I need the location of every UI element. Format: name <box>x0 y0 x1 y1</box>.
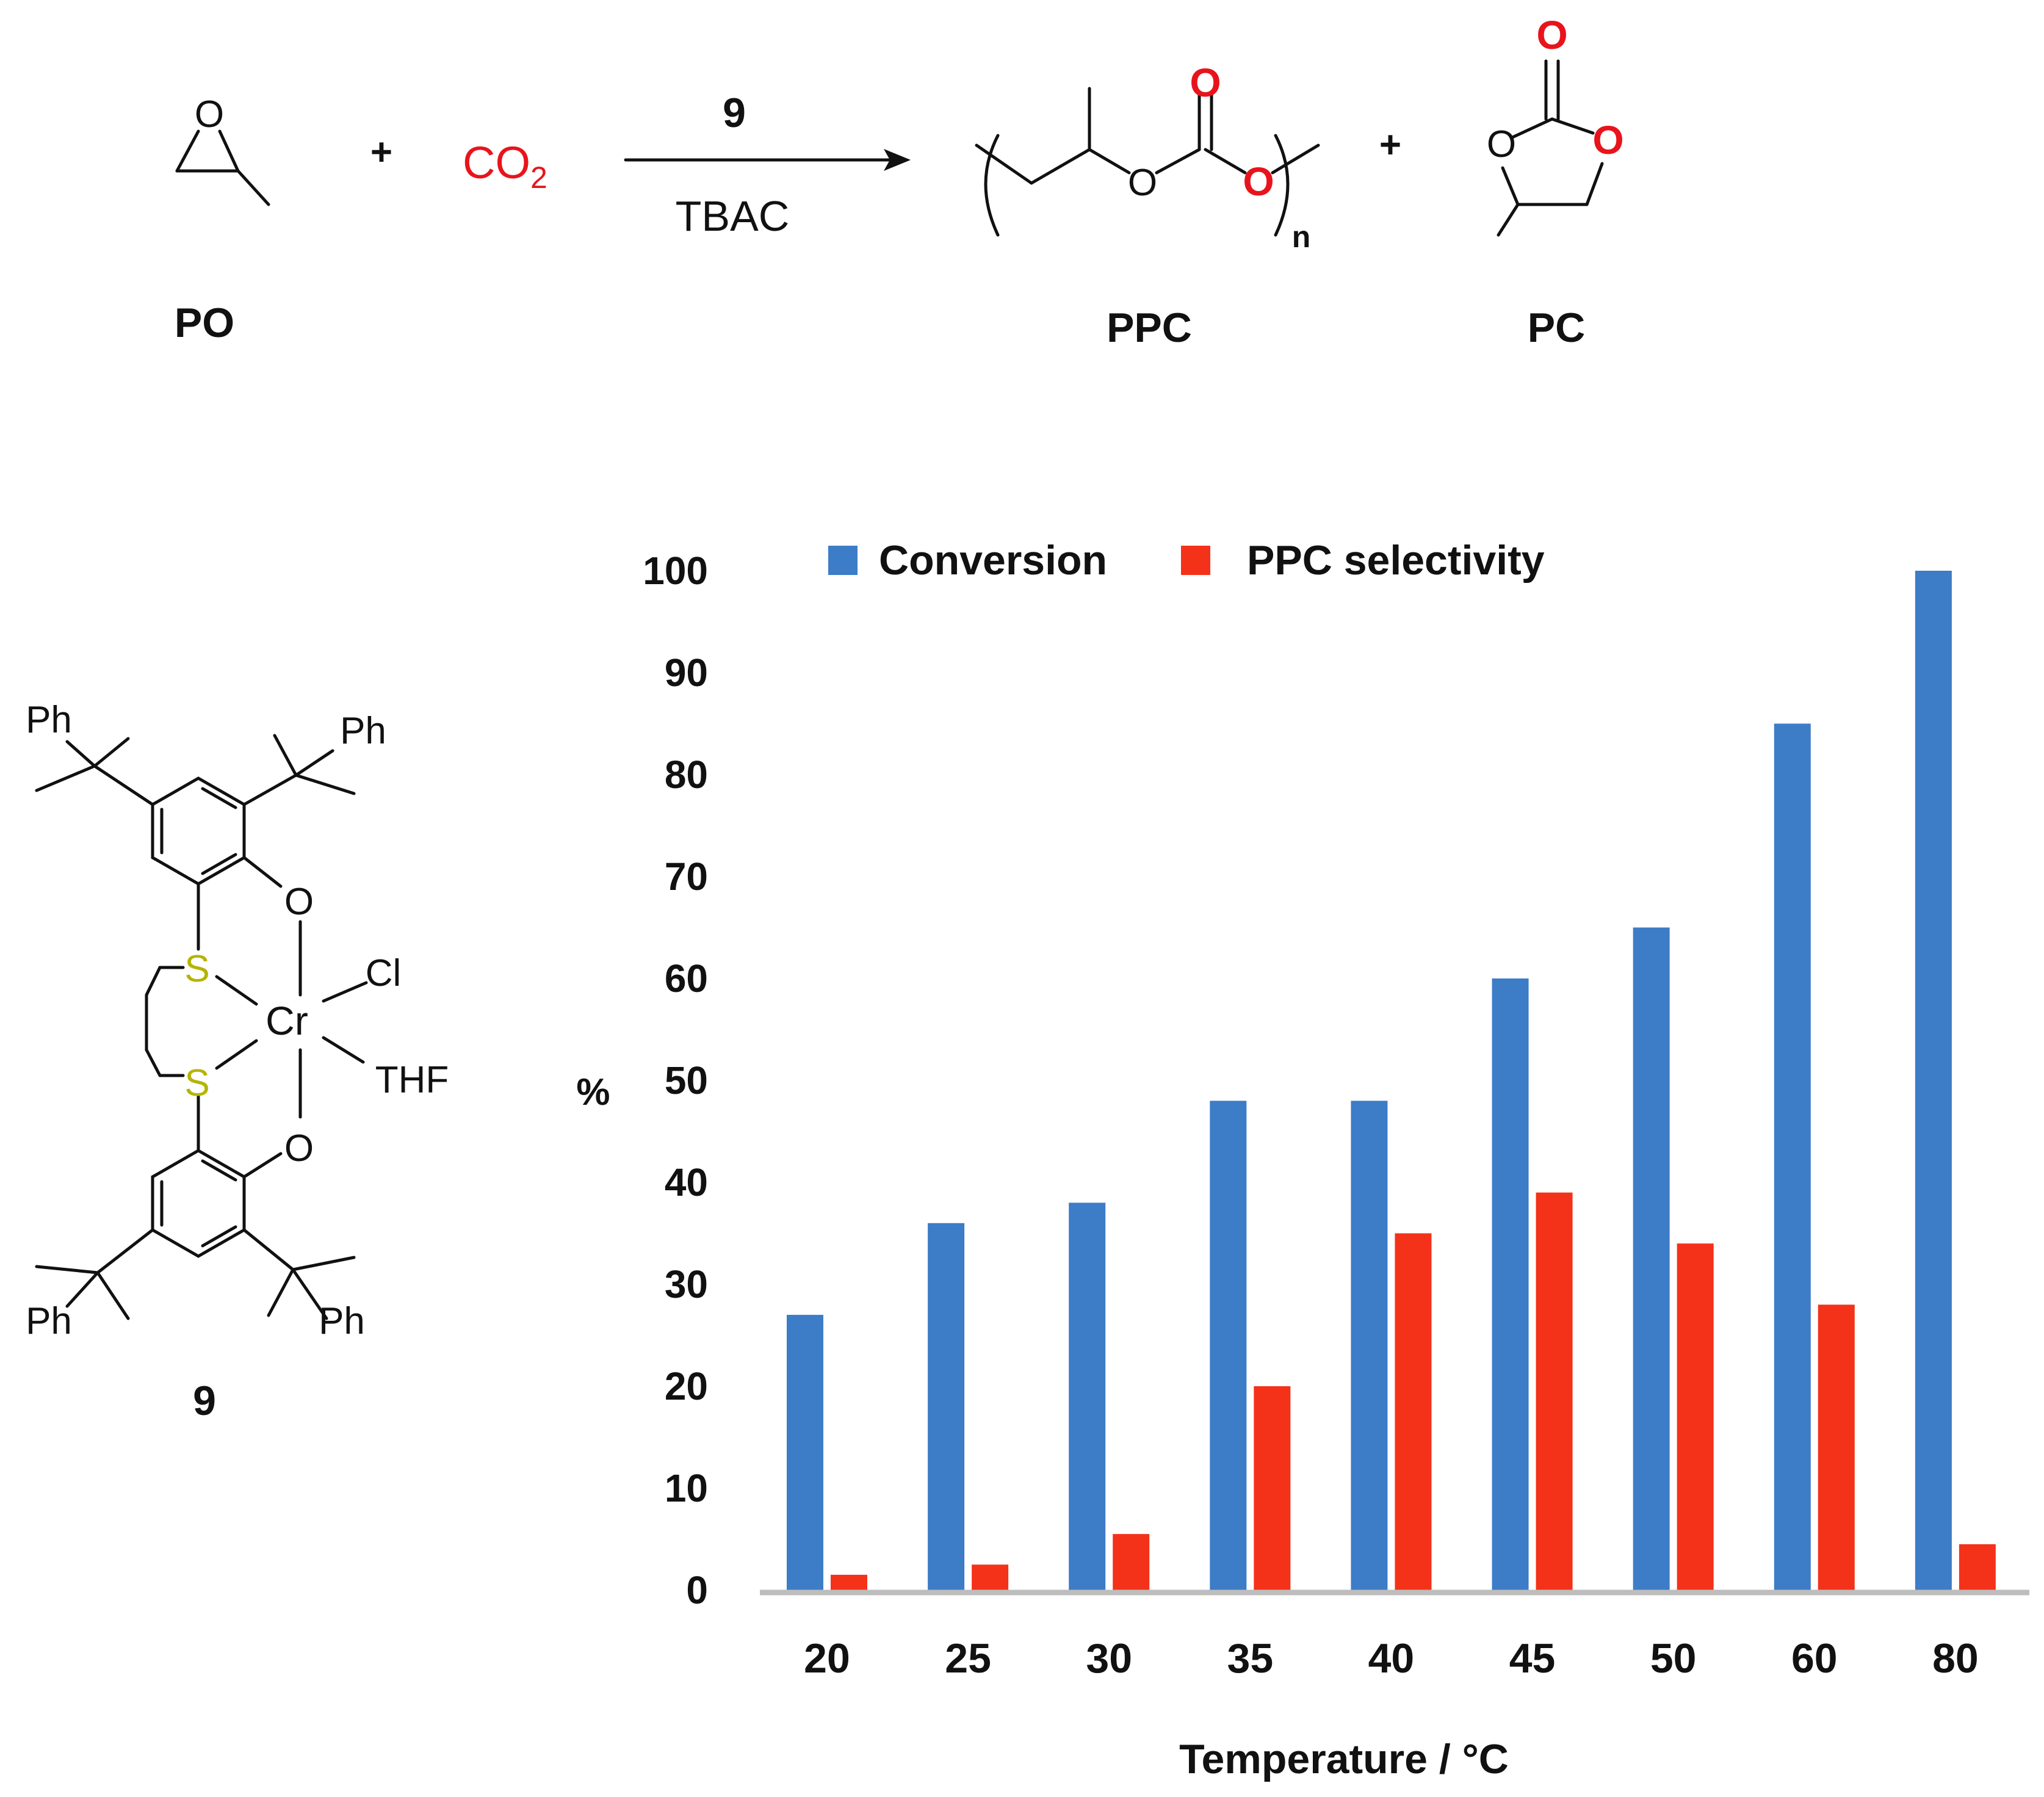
ph-label-top-right: Ph <box>340 710 386 752</box>
pc-label: PC <box>1528 305 1585 351</box>
bar-conversion-60 <box>1774 723 1811 1590</box>
y-tick-label: 30 <box>665 1262 708 1306</box>
bar-ppc-selectivity-60 <box>1818 1304 1855 1590</box>
propylene-oxide-structure <box>175 129 270 206</box>
arrow-catalyst-label: 9 <box>723 90 746 136</box>
reaction-scheme-labels: O PO + CO2 9 TBAC O O O n PPC + O O O PC <box>175 12 1624 351</box>
ppc-carbonyl-oxygen: O <box>1190 60 1221 105</box>
bar-ppc-selectivity-80 <box>1959 1544 1996 1590</box>
catalyst-labels: Ph Ph O S Cl Cr S THF O Ph Ph 9 <box>26 699 449 1424</box>
sulfur-bottom: S <box>184 1062 209 1104</box>
sulfur-top: S <box>184 948 209 990</box>
co2-text: CO <box>463 137 530 188</box>
ppc-carbonate-oxygen: O <box>1243 159 1274 204</box>
bar-conversion-80 <box>1915 571 1952 1590</box>
y-axis-label: % <box>576 1071 610 1113</box>
propylene-carbonate-structure <box>1497 59 1604 237</box>
bar-ppc-selectivity-25 <box>972 1564 1009 1590</box>
thf-ligand: THF <box>375 1059 449 1101</box>
y-tick-label: 60 <box>665 956 708 1000</box>
y-tick-label: 90 <box>665 651 708 695</box>
bar-ppc-selectivity-30 <box>1113 1534 1150 1590</box>
y-tick-label: 80 <box>665 753 708 797</box>
plus-sign-2: + <box>1379 124 1401 166</box>
co2-subscript: 2 <box>530 161 547 195</box>
legend-label-ppc-selectivity: PPC selectivity <box>1247 537 1545 584</box>
bar-conversion-35 <box>1210 1101 1247 1590</box>
legend-swatch-conversion <box>828 546 858 575</box>
x-tick-label: 20 <box>804 1635 850 1682</box>
y-tick-label: 50 <box>665 1058 708 1102</box>
bar-chart: 0 10 20 30 40 50 60 70 80 90 100 20 25 30 35 40 45 50 60 8… <box>576 537 2029 1782</box>
ppc-label: PPC <box>1107 305 1192 351</box>
y-axis-tick-labels: 0 10 20 30 40 50 60 70 80 90 100 <box>643 549 708 1612</box>
arrow-cocatalyst-label: TBAC <box>676 192 790 240</box>
bar-ppc-selectivity-35 <box>1254 1386 1291 1590</box>
y-tick-label: 0 <box>686 1568 708 1612</box>
legend: Conversion PPC selectivity <box>828 537 1545 584</box>
bar-ppc-selectivity-40 <box>1395 1233 1432 1590</box>
po-label: PO <box>175 300 234 346</box>
chloride-ligand: Cl <box>366 952 402 994</box>
y-tick-label: 40 <box>665 1160 708 1204</box>
ppc-repeat-subscript: n <box>1292 220 1311 254</box>
ppc-ester-oxygen: O <box>1128 162 1157 204</box>
bar-conversion-20 <box>787 1315 823 1590</box>
bar-ppc-selectivity-50 <box>1677 1243 1714 1590</box>
x-tick-label: 40 <box>1368 1635 1415 1682</box>
x-tick-label: 25 <box>945 1635 991 1682</box>
ph-label-bottom-right: Ph <box>319 1300 365 1342</box>
bar-conversion-40 <box>1351 1101 1388 1590</box>
x-tick-label: 35 <box>1227 1635 1274 1682</box>
pc-ring-oxygen-left: O <box>1487 123 1516 165</box>
x-axis-tick-labels: 20 25 30 35 40 45 50 60 80 <box>804 1635 1979 1682</box>
ph-label-top-left: Ph <box>26 699 72 741</box>
x-axis-label: Temperature / °C <box>1179 1736 1509 1782</box>
bar-conversion-25 <box>928 1223 965 1590</box>
bars <box>787 571 1996 1590</box>
chromium-center: Cr <box>265 998 308 1043</box>
y-tick-label: 70 <box>665 855 708 899</box>
reaction-arrow-head <box>884 149 911 171</box>
bar-ppc-selectivity-45 <box>1536 1192 1573 1590</box>
ph-label-bottom-left: Ph <box>26 1300 72 1342</box>
plus-sign-1: + <box>370 131 392 173</box>
bar-conversion-45 <box>1492 978 1529 1590</box>
pc-carbonyl-oxygen: O <box>1536 12 1567 57</box>
co2-label: CO2 <box>463 137 547 195</box>
bar-conversion-30 <box>1069 1202 1106 1590</box>
y-tick-label: 10 <box>665 1466 708 1510</box>
x-tick-label: 30 <box>1086 1635 1132 1682</box>
po-oxygen-atom: O <box>195 93 224 136</box>
catalyst-structure <box>35 734 368 1320</box>
reaction-scheme <box>175 59 1604 237</box>
ppc-polymer-structure <box>975 87 1320 237</box>
catalyst-label: 9 <box>193 1378 216 1424</box>
bar-conversion-50 <box>1633 927 1670 1590</box>
oxygen-bottom: O <box>284 1127 314 1170</box>
oxygen-top: O <box>284 881 314 923</box>
y-tick-label: 100 <box>643 549 708 593</box>
legend-swatch-ppc-selectivity <box>1181 546 1210 575</box>
x-tick-label: 50 <box>1650 1635 1697 1682</box>
y-tick-label: 20 <box>665 1364 708 1408</box>
legend-label-conversion: Conversion <box>879 537 1107 584</box>
x-tick-label: 80 <box>1932 1635 1979 1682</box>
bar-ppc-selectivity-20 <box>831 1574 867 1590</box>
x-tick-label: 45 <box>1509 1635 1556 1682</box>
pc-ring-oxygen-right: O <box>1592 117 1623 162</box>
x-tick-label: 60 <box>1791 1635 1838 1682</box>
